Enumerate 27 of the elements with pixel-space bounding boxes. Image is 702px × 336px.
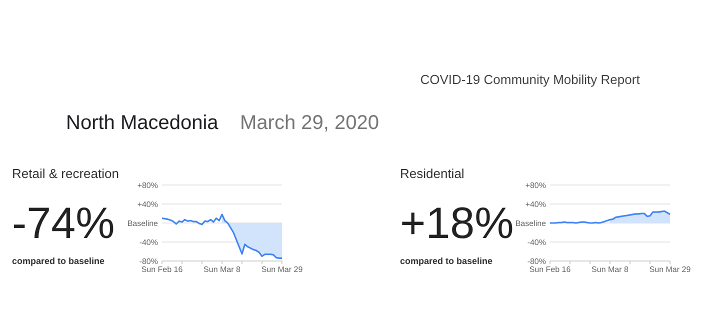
y-tick-label: -80%	[139, 256, 158, 266]
text: March 29, 2020	[240, 112, 379, 134]
x-tick-label: Sun Feb 16	[529, 265, 572, 274]
y-tick-label: -40%	[527, 238, 546, 247]
line-series	[549, 210, 671, 224]
text: -74%	[12, 199, 115, 248]
x-tick-label: Sun Mar 8	[204, 265, 242, 274]
text: +18%	[400, 199, 514, 248]
y-tick-label: +40%	[137, 200, 158, 209]
text: compared to baseline	[12, 256, 105, 266]
x-tick-label: Sun Feb 16	[141, 265, 184, 274]
x-tick-label: Sun Mar 29	[649, 265, 692, 274]
chart-title: Retail & recreation	[12, 166, 119, 181]
x-tick-label: Sun Mar 8	[592, 265, 630, 274]
text: compared to baseline	[400, 256, 493, 266]
text: COVID-19 Community Mobility Report	[420, 72, 640, 87]
y-tick-label: -40%	[139, 238, 158, 247]
y-tick-label: Baseline	[515, 218, 547, 228]
text: North Macedonia	[66, 112, 220, 134]
y-tick-label: +80%	[525, 180, 546, 190]
y-tick-label: -80%	[527, 256, 546, 266]
y-tick-label: Baseline	[127, 218, 159, 228]
y-tick-label: +80%	[137, 180, 158, 190]
x-tick-label: Sun Mar 29	[261, 265, 304, 274]
text: Residential	[400, 166, 464, 181]
y-tick-label: +40%	[525, 200, 546, 209]
line-series	[161, 214, 283, 259]
